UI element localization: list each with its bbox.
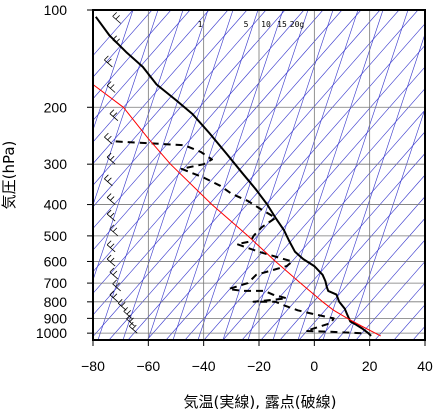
adiabat-line [347, 108, 425, 340]
adiabat-line [247, 10, 359, 340]
isotherm-line [279, 174, 425, 340]
x-axis-title: 気温(実線), 露点(破線) [184, 393, 337, 411]
wind-barb [112, 12, 121, 24]
wind-barb [123, 307, 132, 319]
mixing-ratio-label: 1 [198, 20, 203, 29]
wind-barb [106, 193, 116, 205]
adiabat-line [93, 10, 184, 281]
mixing-ratio-label: 5 [244, 20, 249, 29]
adiabat-line [297, 10, 409, 340]
y-tick-label: 1000 [36, 325, 67, 341]
dewpoint-line [115, 140, 362, 335]
series-layer [93, 12, 381, 337]
wind-barb [117, 299, 127, 311]
adiabat-line [172, 10, 284, 340]
x-tick-label: −60 [136, 358, 160, 374]
guide-lines [93, 10, 425, 340]
adiabat-line [197, 10, 309, 340]
wind-barb [106, 209, 116, 222]
isotherm-line [298, 196, 425, 340]
adiabat-line [122, 10, 234, 340]
wind-barb [126, 314, 135, 327]
wind-barb [109, 267, 119, 280]
y-axis-title: 気圧(hPa) [0, 141, 18, 210]
wind-barb [109, 109, 119, 121]
isotherm-line [93, 10, 305, 251]
y-tick-label: 800 [44, 294, 68, 310]
y-tick-label: 300 [44, 156, 68, 172]
x-tick-label: −20 [247, 358, 271, 374]
isotherm-line [260, 152, 425, 340]
wind-barb [109, 224, 119, 237]
wind-barb [112, 279, 121, 292]
mixing-ratio-label: 15 [277, 20, 287, 29]
mixing-ratio-label: 20g [290, 20, 305, 29]
y-tick-label: 200 [44, 99, 68, 115]
isotherm-line [108, 10, 400, 340]
isotherm-line [355, 261, 425, 340]
y-tick-label: 600 [44, 253, 68, 269]
wind-barb [112, 35, 121, 48]
y-tick-label: 100 [44, 2, 68, 18]
wind-barb [106, 81, 116, 93]
adiabat-line [147, 10, 259, 340]
wind-barb [106, 152, 116, 165]
wind-barb [104, 55, 113, 68]
wind-barb [104, 132, 113, 145]
wind-barb [109, 290, 119, 303]
y-tick-label: 500 [44, 228, 68, 244]
isotherm-line [165, 44, 425, 340]
isotherm-line [93, 10, 381, 338]
wind-barb [128, 321, 138, 334]
isotherm-line [146, 23, 425, 340]
adiabat-line [322, 33, 425, 340]
mixing-ratio-label: 10 [261, 20, 271, 29]
x-tick-label: 0 [310, 358, 318, 374]
isotherm-line [93, 10, 362, 316]
adiabat-line [272, 10, 384, 340]
isotherm-line [93, 10, 267, 208]
isotherm-line [93, 10, 248, 186]
wind-barb [104, 174, 113, 187]
isotherm-line [93, 10, 286, 229]
x-tick-label: −40 [192, 358, 216, 374]
isotherm-line [93, 10, 210, 143]
adiabat-line [97, 10, 209, 340]
mixing-ratio-labels: 1 5 10 15 20g [198, 20, 305, 29]
y-tick-label: 700 [44, 275, 68, 291]
wind-barb [106, 240, 116, 253]
y-tick-label: 400 [44, 197, 68, 213]
reference-line [93, 84, 381, 337]
isotherm-line [203, 88, 425, 340]
wind-barb [106, 254, 116, 267]
x-tick-label: −80 [81, 358, 105, 374]
isotherm-line [336, 239, 425, 340]
isotherm-line [222, 109, 425, 340]
isotherm-line [241, 131, 425, 340]
adiabat-line [93, 10, 134, 131]
isotherm-line [93, 10, 153, 78]
isotherm-line [93, 10, 172, 100]
temperature-line [94, 16, 372, 337]
x-tick-labels: −80 −60 −40 −20 0 20 40 [81, 340, 433, 374]
x-tick-label: 20 [362, 358, 378, 374]
isotherm-line [184, 66, 425, 340]
y-tick-label: 900 [44, 310, 68, 326]
isotherm-line [374, 282, 425, 340]
x-tick-label: 40 [417, 358, 433, 374]
isotherm-line [93, 10, 229, 165]
